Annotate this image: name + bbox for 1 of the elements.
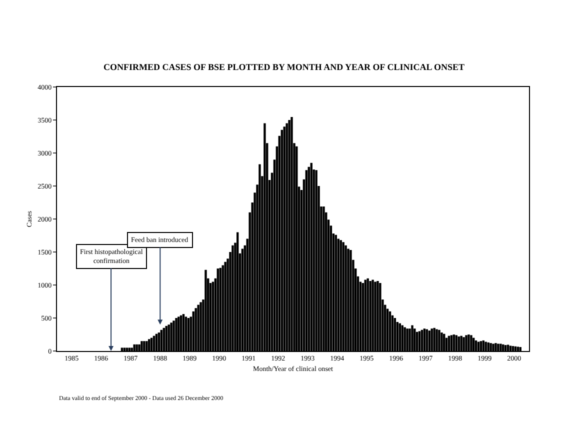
chart-title: CONFIRMED CASES OF BSE PLOTTED BY MONTH AND YEAR OF CLINICAL ONSET	[104, 62, 464, 72]
